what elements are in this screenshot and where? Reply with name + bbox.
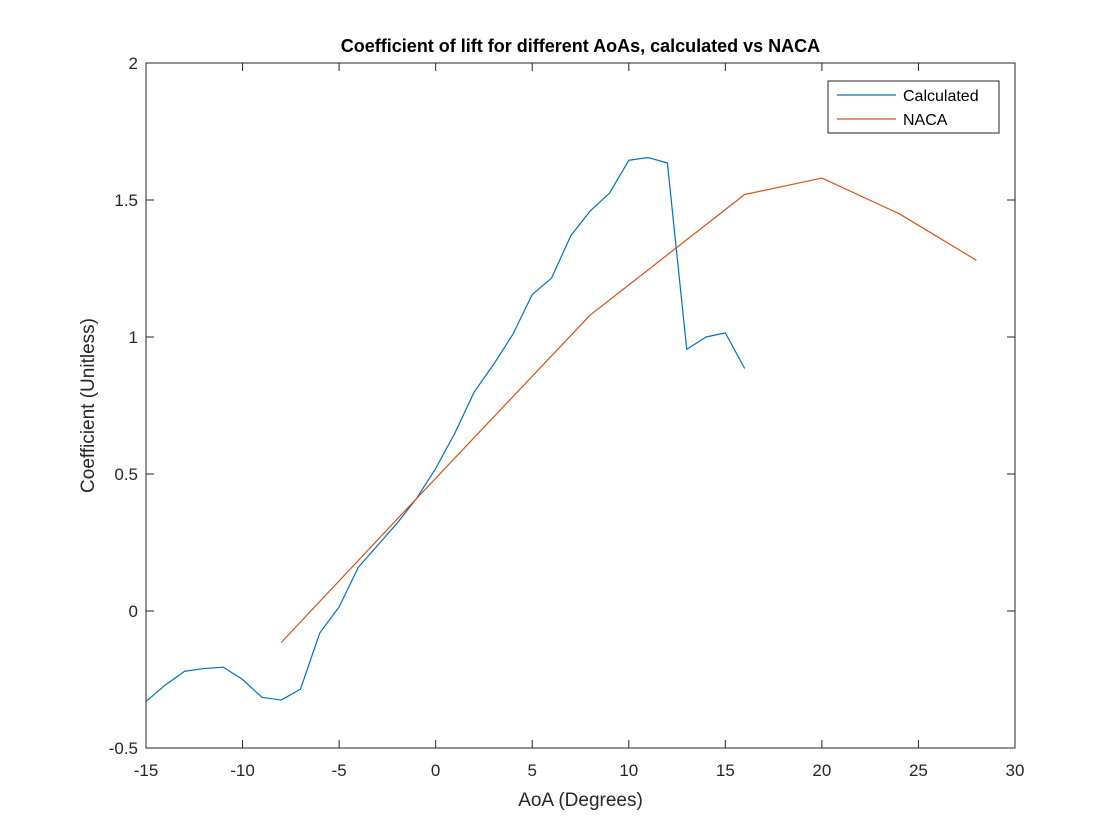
plot-frame xyxy=(145,62,1016,749)
x-tick-label: 5 xyxy=(527,761,536,780)
x-tick-label: 0 xyxy=(431,761,440,780)
x-tick-label: 20 xyxy=(812,761,831,780)
y-tick-label: -0.5 xyxy=(109,739,138,758)
x-tick-label: 30 xyxy=(1006,761,1025,780)
x-tick-label: -10 xyxy=(230,761,255,780)
legend-label-naca: NACA xyxy=(903,112,948,129)
legend-label-calculated: Calculated xyxy=(903,88,979,105)
legend-box xyxy=(827,80,1000,134)
legend: Calculated NACA xyxy=(827,80,1000,134)
y-tick-label: 2 xyxy=(129,54,138,73)
series-layer xyxy=(145,156,977,702)
plot-background xyxy=(146,63,1015,748)
y-tick-label: 0 xyxy=(129,602,138,621)
x-tick-label: 10 xyxy=(619,761,638,780)
y-tick-label: 1 xyxy=(129,328,138,347)
series-line-calculated xyxy=(145,156,746,702)
x-axis-label: AoA (Degrees) xyxy=(518,790,643,811)
x-tick-label: -15 xyxy=(134,761,159,780)
x-tick-label: 15 xyxy=(716,761,735,780)
y-tick-label: 0.5 xyxy=(114,465,138,484)
y-axis-label: Coefficient (Unitless) xyxy=(78,318,99,493)
y-tick-label: 1.5 xyxy=(114,191,138,210)
x-tick-label: -5 xyxy=(332,761,347,780)
x-tick-label: 25 xyxy=(909,761,928,780)
series-line-naca xyxy=(280,177,977,643)
chart-title: Coefficient of lift for different AoAs, … xyxy=(341,36,820,56)
tick-layer: -15 -10 -5 0 5 10 15 20 25 30 -0.5 0 0.5 1 1.5 2 xyxy=(109,54,1025,780)
